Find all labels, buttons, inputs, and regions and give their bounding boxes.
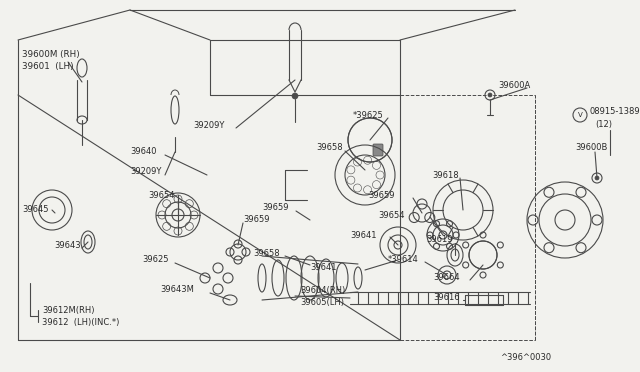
Text: *39625: *39625 — [353, 110, 384, 119]
FancyBboxPatch shape — [373, 144, 383, 156]
Text: 39643: 39643 — [54, 241, 81, 250]
Text: 39659: 39659 — [243, 215, 269, 224]
Text: ^396^0030: ^396^0030 — [500, 353, 551, 362]
Text: 39616: 39616 — [433, 294, 460, 302]
Circle shape — [595, 176, 599, 180]
Text: 39619: 39619 — [426, 235, 452, 244]
Text: 39640: 39640 — [130, 148, 157, 157]
Text: 39612M(RH): 39612M(RH) — [42, 305, 95, 314]
Text: 39600M (RH): 39600M (RH) — [22, 51, 80, 60]
Text: 39612  (LH)(INC.*): 39612 (LH)(INC.*) — [42, 317, 120, 327]
Text: 39658: 39658 — [253, 248, 280, 257]
Text: 39209Y: 39209Y — [130, 167, 161, 176]
Text: 39618: 39618 — [432, 170, 459, 180]
Text: 39641: 39641 — [350, 231, 376, 240]
Text: 39600A: 39600A — [498, 80, 531, 90]
Text: 39664: 39664 — [433, 273, 460, 282]
Text: 39654: 39654 — [378, 211, 404, 219]
Text: 39209Y: 39209Y — [193, 121, 225, 129]
Text: 39645: 39645 — [22, 205, 49, 215]
Text: 08915-13890: 08915-13890 — [590, 108, 640, 116]
Circle shape — [488, 93, 492, 97]
Text: 39659: 39659 — [262, 203, 289, 212]
Text: 39601  (LH): 39601 (LH) — [22, 62, 74, 71]
Circle shape — [292, 93, 298, 99]
Text: 39604(RH): 39604(RH) — [300, 285, 345, 295]
Text: 39654: 39654 — [148, 190, 175, 199]
Text: 39625: 39625 — [142, 256, 168, 264]
Text: V: V — [578, 112, 582, 118]
Text: 39659: 39659 — [368, 190, 394, 199]
Text: (12): (12) — [595, 121, 612, 129]
Text: 39643M: 39643M — [160, 285, 194, 295]
Text: *39614: *39614 — [388, 256, 419, 264]
Text: 39600B: 39600B — [575, 144, 607, 153]
Text: 39605(LH): 39605(LH) — [300, 298, 344, 307]
Text: 39658: 39658 — [316, 144, 342, 153]
Text: 39641: 39641 — [310, 263, 337, 273]
